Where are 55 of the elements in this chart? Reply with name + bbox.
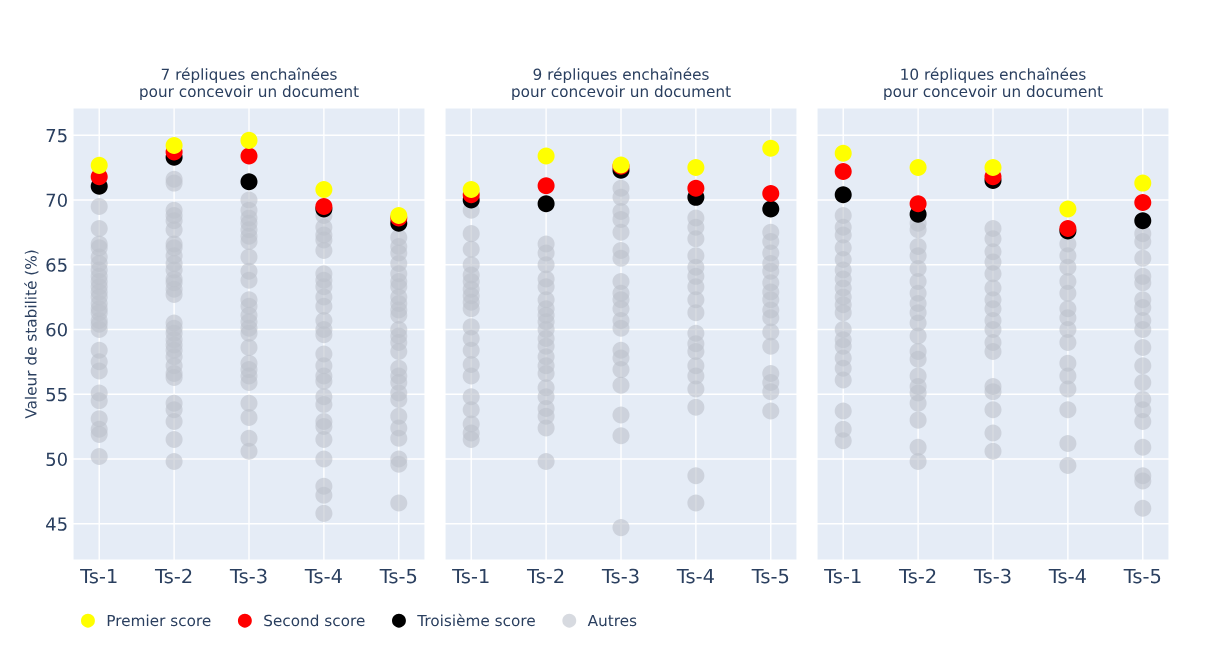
x-tick-label: Ts-5 bbox=[751, 568, 789, 584]
point bbox=[687, 159, 705, 177]
point bbox=[687, 179, 705, 197]
point bbox=[834, 186, 852, 204]
x-tick-label: Ts-3 bbox=[973, 568, 1011, 584]
point bbox=[1134, 174, 1152, 192]
y-tick-label: 70 bbox=[46, 193, 67, 208]
x-tick-label: Ts-3 bbox=[229, 568, 267, 584]
point bbox=[537, 195, 555, 213]
point bbox=[984, 159, 1002, 177]
point bbox=[90, 156, 108, 174]
y-tick-label: 55 bbox=[46, 387, 67, 402]
point bbox=[240, 147, 258, 165]
x-tick-label: Ts-5 bbox=[379, 568, 417, 584]
x-tick-label: Ts-3 bbox=[601, 568, 639, 584]
chart-title: 7 répliques enchaînées pour concevoir un document bbox=[140, 67, 359, 101]
point bbox=[834, 144, 852, 162]
legend-label: Premier score bbox=[107, 614, 211, 627]
point bbox=[537, 147, 555, 165]
x-tick-label: Ts-4 bbox=[1048, 568, 1086, 584]
point bbox=[1059, 200, 1077, 218]
x-tick-label: Ts-1 bbox=[452, 568, 489, 584]
point bbox=[240, 173, 258, 191]
y-tick-label: 45 bbox=[46, 517, 67, 531]
point bbox=[762, 184, 780, 202]
point bbox=[1134, 212, 1152, 230]
legend-label: Troisième score bbox=[417, 613, 535, 627]
point bbox=[537, 177, 555, 195]
y-tick-label: 75 bbox=[46, 128, 67, 143]
point bbox=[1134, 194, 1152, 212]
y-tick-label: 65 bbox=[46, 258, 67, 272]
y-tick-label: 50 bbox=[46, 452, 67, 467]
x-tick-label: Ts-1 bbox=[824, 568, 861, 584]
y-tick-label: 60 bbox=[46, 322, 67, 337]
x-tick-label: Ts-5 bbox=[1123, 568, 1161, 584]
x-tick-label: Ts-2 bbox=[154, 568, 192, 584]
legend-label: Second score bbox=[264, 614, 365, 627]
point bbox=[762, 139, 780, 157]
x-tick-label: Ts-1 bbox=[80, 568, 117, 584]
point bbox=[834, 162, 852, 180]
point bbox=[762, 200, 780, 218]
point bbox=[909, 159, 927, 177]
point bbox=[165, 137, 183, 155]
point bbox=[462, 181, 480, 199]
legend-label: Autres bbox=[587, 614, 637, 627]
y-axis-title: Valeur de stabilité (%) bbox=[24, 250, 39, 419]
x-tick-label: Ts-2 bbox=[898, 568, 936, 584]
point bbox=[315, 181, 333, 199]
x-tick-label: Ts-4 bbox=[304, 568, 342, 584]
x-tick-label: Ts-2 bbox=[526, 568, 564, 584]
x-tick-label: Ts-4 bbox=[676, 568, 714, 584]
chart-title: 10 répliques enchaînées pour concevoir un document bbox=[884, 67, 1103, 101]
point bbox=[909, 195, 927, 213]
chart-title: 9 répliques enchaînées pour concevoir un document bbox=[512, 67, 731, 101]
point bbox=[240, 131, 258, 149]
